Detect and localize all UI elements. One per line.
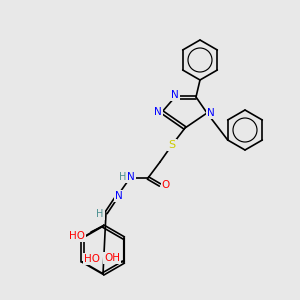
Text: HO: HO [69, 231, 85, 241]
Text: HO: HO [84, 254, 100, 264]
Text: N: N [127, 172, 135, 182]
Text: OH: OH [104, 253, 120, 263]
Text: O: O [162, 180, 170, 190]
Text: S: S [168, 140, 175, 150]
Text: N: N [171, 90, 179, 100]
Text: N: N [115, 191, 123, 201]
Text: H: H [96, 209, 104, 219]
Text: N: N [207, 108, 215, 118]
Text: N: N [154, 107, 162, 117]
Text: H: H [119, 172, 127, 182]
